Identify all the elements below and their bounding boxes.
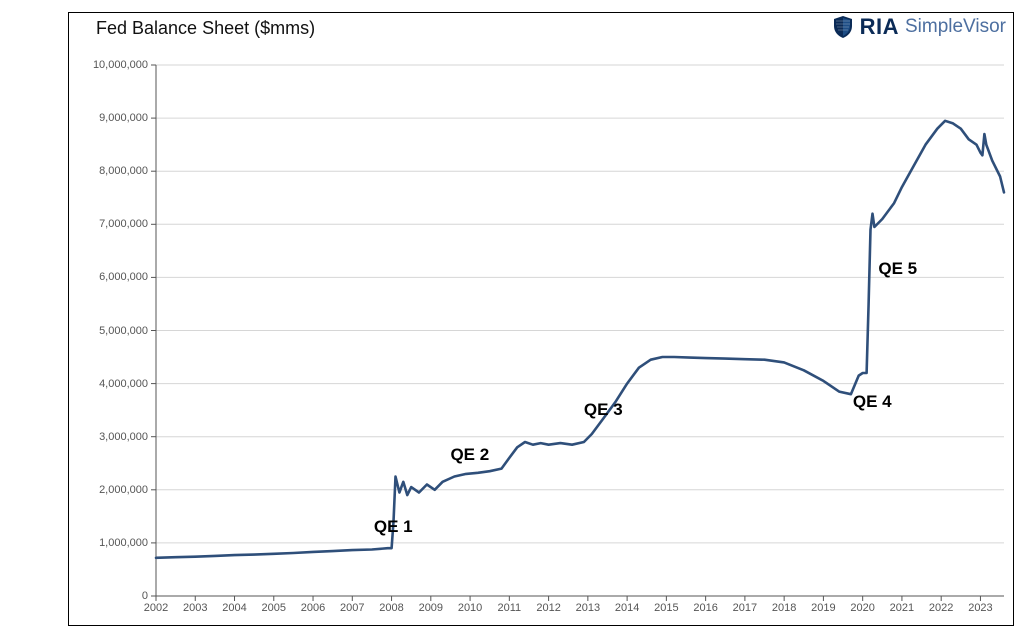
annotation-label: QE 4: [853, 392, 892, 412]
plot-area: [0, 0, 1024, 639]
annotation-label: QE 3: [584, 400, 623, 420]
annotation-label: QE 2: [450, 445, 489, 465]
annotation-label: QE 1: [374, 517, 413, 537]
annotation-label: QE 5: [878, 259, 917, 279]
